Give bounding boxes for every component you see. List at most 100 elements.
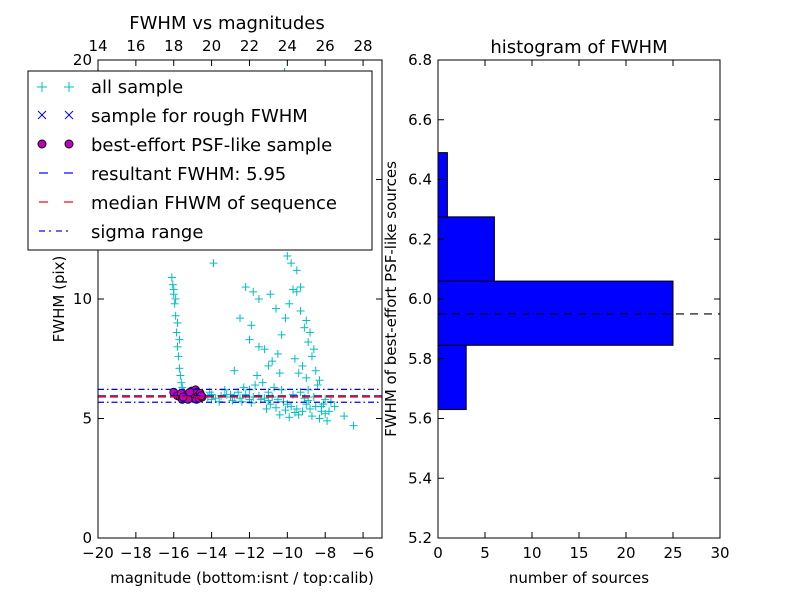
scatter-point xyxy=(230,366,239,375)
scatter-point xyxy=(283,251,292,260)
scatter-point xyxy=(237,397,246,406)
scatter-title: FWHM vs magnitudes xyxy=(129,13,324,34)
scatter-point xyxy=(249,287,258,296)
scatter-point xyxy=(172,328,181,337)
scatter-point xyxy=(277,330,286,339)
scatter-point xyxy=(307,352,316,361)
scatter-y-axis-label: FWHM (pix) xyxy=(50,256,68,343)
x-tick-label: −6 xyxy=(352,544,374,562)
scatter-point xyxy=(309,345,318,354)
scatter-point xyxy=(173,318,182,327)
scatter-point xyxy=(281,314,290,323)
x-tick-label: 10 xyxy=(522,544,541,562)
scatter-point xyxy=(285,299,294,308)
x-marker-icon xyxy=(37,110,74,120)
legend-entry-psf-like: best-effort PSF-like sample xyxy=(37,135,332,156)
top-x-tick-label: 28 xyxy=(354,37,373,55)
top-x-tick-label: 24 xyxy=(278,37,297,55)
y-tick-label: 0 xyxy=(82,529,92,547)
scatter-point xyxy=(174,352,183,361)
histogram-bar xyxy=(437,280,674,346)
scatter-point xyxy=(268,357,277,366)
scatter-point xyxy=(302,373,311,382)
scatter-point xyxy=(307,412,316,421)
scatter-point xyxy=(167,273,176,282)
scatter-point xyxy=(292,266,301,275)
scatter-point xyxy=(170,299,179,308)
scatter-point xyxy=(323,416,332,425)
top-x-tick-label: 20 xyxy=(202,37,221,55)
scatter-point xyxy=(176,371,185,380)
scatter-point xyxy=(290,354,299,363)
y-tick-label: 5.6 xyxy=(408,410,432,428)
legend-label: all sample xyxy=(91,77,183,98)
scatter-point xyxy=(296,283,305,292)
legend-entry-all-sample: all sample xyxy=(37,77,183,98)
y-tick-label: 5.2 xyxy=(408,529,432,547)
histogram-plot-area xyxy=(437,152,720,411)
x-tick-label: −8 xyxy=(314,544,336,562)
legend-entry-median-fwhm: median FHWM of sequence xyxy=(39,193,337,214)
scatter-point xyxy=(247,321,256,330)
histogram-bar xyxy=(437,216,495,282)
y-tick-label: 5 xyxy=(82,410,92,428)
scatter-point xyxy=(287,259,296,268)
scatter-point xyxy=(302,400,311,409)
legend-entry-resultant-fwhm: resultant FWHM: 5.95 xyxy=(39,164,286,185)
scatter-point xyxy=(271,403,280,412)
histogram-y-axis-label: FWHM of best-effort PSF-like sources xyxy=(382,161,400,437)
scatter-point xyxy=(236,314,244,323)
histogram-panel: histogram of FWHM 0 5 10 15 20 25 30 5.2 5.4 5.6 5… xyxy=(382,37,730,587)
y-tick-label: 20 xyxy=(73,51,92,69)
scatter-point xyxy=(294,410,303,419)
legend-label: median FHWM of sequence xyxy=(91,193,337,214)
scatter-point xyxy=(171,295,180,303)
circle-marker-icon xyxy=(37,139,74,149)
legend-entry-sigma-range: sigma range xyxy=(39,222,203,243)
histogram-title: histogram of FWHM xyxy=(490,37,667,58)
legend-entry-rough-fwhm: sample for rough FWHM xyxy=(37,106,308,127)
scatter-point xyxy=(211,394,220,403)
scatter-point xyxy=(270,383,279,392)
x-tick-label: −20 xyxy=(82,544,114,562)
scatter-point xyxy=(315,414,324,423)
histogram-bar xyxy=(437,152,448,218)
scatter-point xyxy=(298,407,307,416)
y-tick-label: 6.6 xyxy=(408,111,432,129)
x-tick-label: 25 xyxy=(663,544,682,562)
scatter-point xyxy=(273,349,282,358)
scatter-point xyxy=(262,404,271,413)
scatter-point xyxy=(264,396,273,405)
y-tick-label: 6.4 xyxy=(408,171,432,189)
x-tick-label: −18 xyxy=(120,544,152,562)
scatter-point xyxy=(251,381,260,390)
x-tick-label: 15 xyxy=(569,544,588,562)
legend: all sample sample for rough FWHM best-ef… xyxy=(27,70,373,251)
y-tick-label: 10 xyxy=(73,290,92,308)
scatter-point xyxy=(330,402,339,411)
x-tick-label: 0 xyxy=(433,544,443,562)
y-tick-label: 5.4 xyxy=(408,469,432,487)
x-tick-label: 5 xyxy=(480,544,490,562)
scatter-point xyxy=(173,342,182,351)
y-tick-label: 6.8 xyxy=(408,51,432,69)
scatter-axes: −20 −18 −16 −14 −12 −10 −8 −6 14 16 18 20 22 24 26 28 0 5… xyxy=(73,37,383,562)
scatter-point xyxy=(285,413,294,422)
scatter-point xyxy=(253,371,262,380)
top-x-tick-label: 26 xyxy=(316,37,335,55)
scatter-point xyxy=(239,383,248,392)
scatter-panel: FWHM vs magnitudes −20 −18 −16 −14 −12 −10 −8−… xyxy=(27,13,383,587)
scatter-point xyxy=(319,400,328,409)
scatter-point xyxy=(245,335,254,344)
histogram-axes: 0 5 10 15 20 25 30 5.2 5.4 5.6 5.8 6.0 6.2 6.4 6.6 6.8 xyxy=(408,51,729,562)
scatter-point xyxy=(228,396,237,405)
scatter-point xyxy=(264,388,273,397)
scatter-point xyxy=(266,400,275,409)
scatter-point xyxy=(296,306,305,315)
scatter-point xyxy=(349,421,358,430)
legend-label: best-effort PSF-like sample xyxy=(91,135,332,156)
scatter-point xyxy=(247,398,256,407)
scatter-point xyxy=(292,287,301,296)
scatter-point xyxy=(168,280,177,289)
scatter-point xyxy=(260,345,269,354)
